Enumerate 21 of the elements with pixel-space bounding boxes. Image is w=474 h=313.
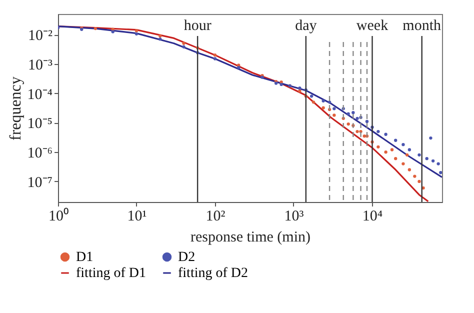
y-tick-label: 10⁻⁷ — [27, 174, 52, 191]
x-tick-label: 10³ — [284, 208, 304, 224]
legend-label: D2 — [178, 250, 196, 265]
x-tick-label: 10⁴ — [362, 208, 383, 224]
ref-line-label: month — [402, 18, 442, 34]
legend-label: fitting of D1 — [76, 266, 146, 281]
ref-line-label: day — [295, 18, 318, 34]
x-tick-label: 10⁰ — [48, 208, 68, 224]
legend-label: fitting of D2 — [178, 266, 248, 281]
y-tick-label: 10⁻⁵ — [27, 116, 52, 132]
y-axis-title: frequency — [7, 76, 24, 140]
y-tick-label: 10⁻⁴ — [27, 86, 52, 103]
ref-line-label: week — [356, 18, 389, 34]
y-tick-label: 10⁻² — [28, 28, 53, 44]
x-axis-title: response time (min) — [190, 230, 310, 246]
x-tick-label: 10² — [206, 208, 226, 224]
ref-line-label: hour — [184, 18, 212, 34]
x-tick-label: 10¹ — [127, 208, 147, 224]
y-tick-label: 10⁻⁶ — [27, 146, 52, 162]
legend-label: D1 — [76, 250, 94, 265]
y-tick-label: 10⁻³ — [28, 57, 53, 74]
